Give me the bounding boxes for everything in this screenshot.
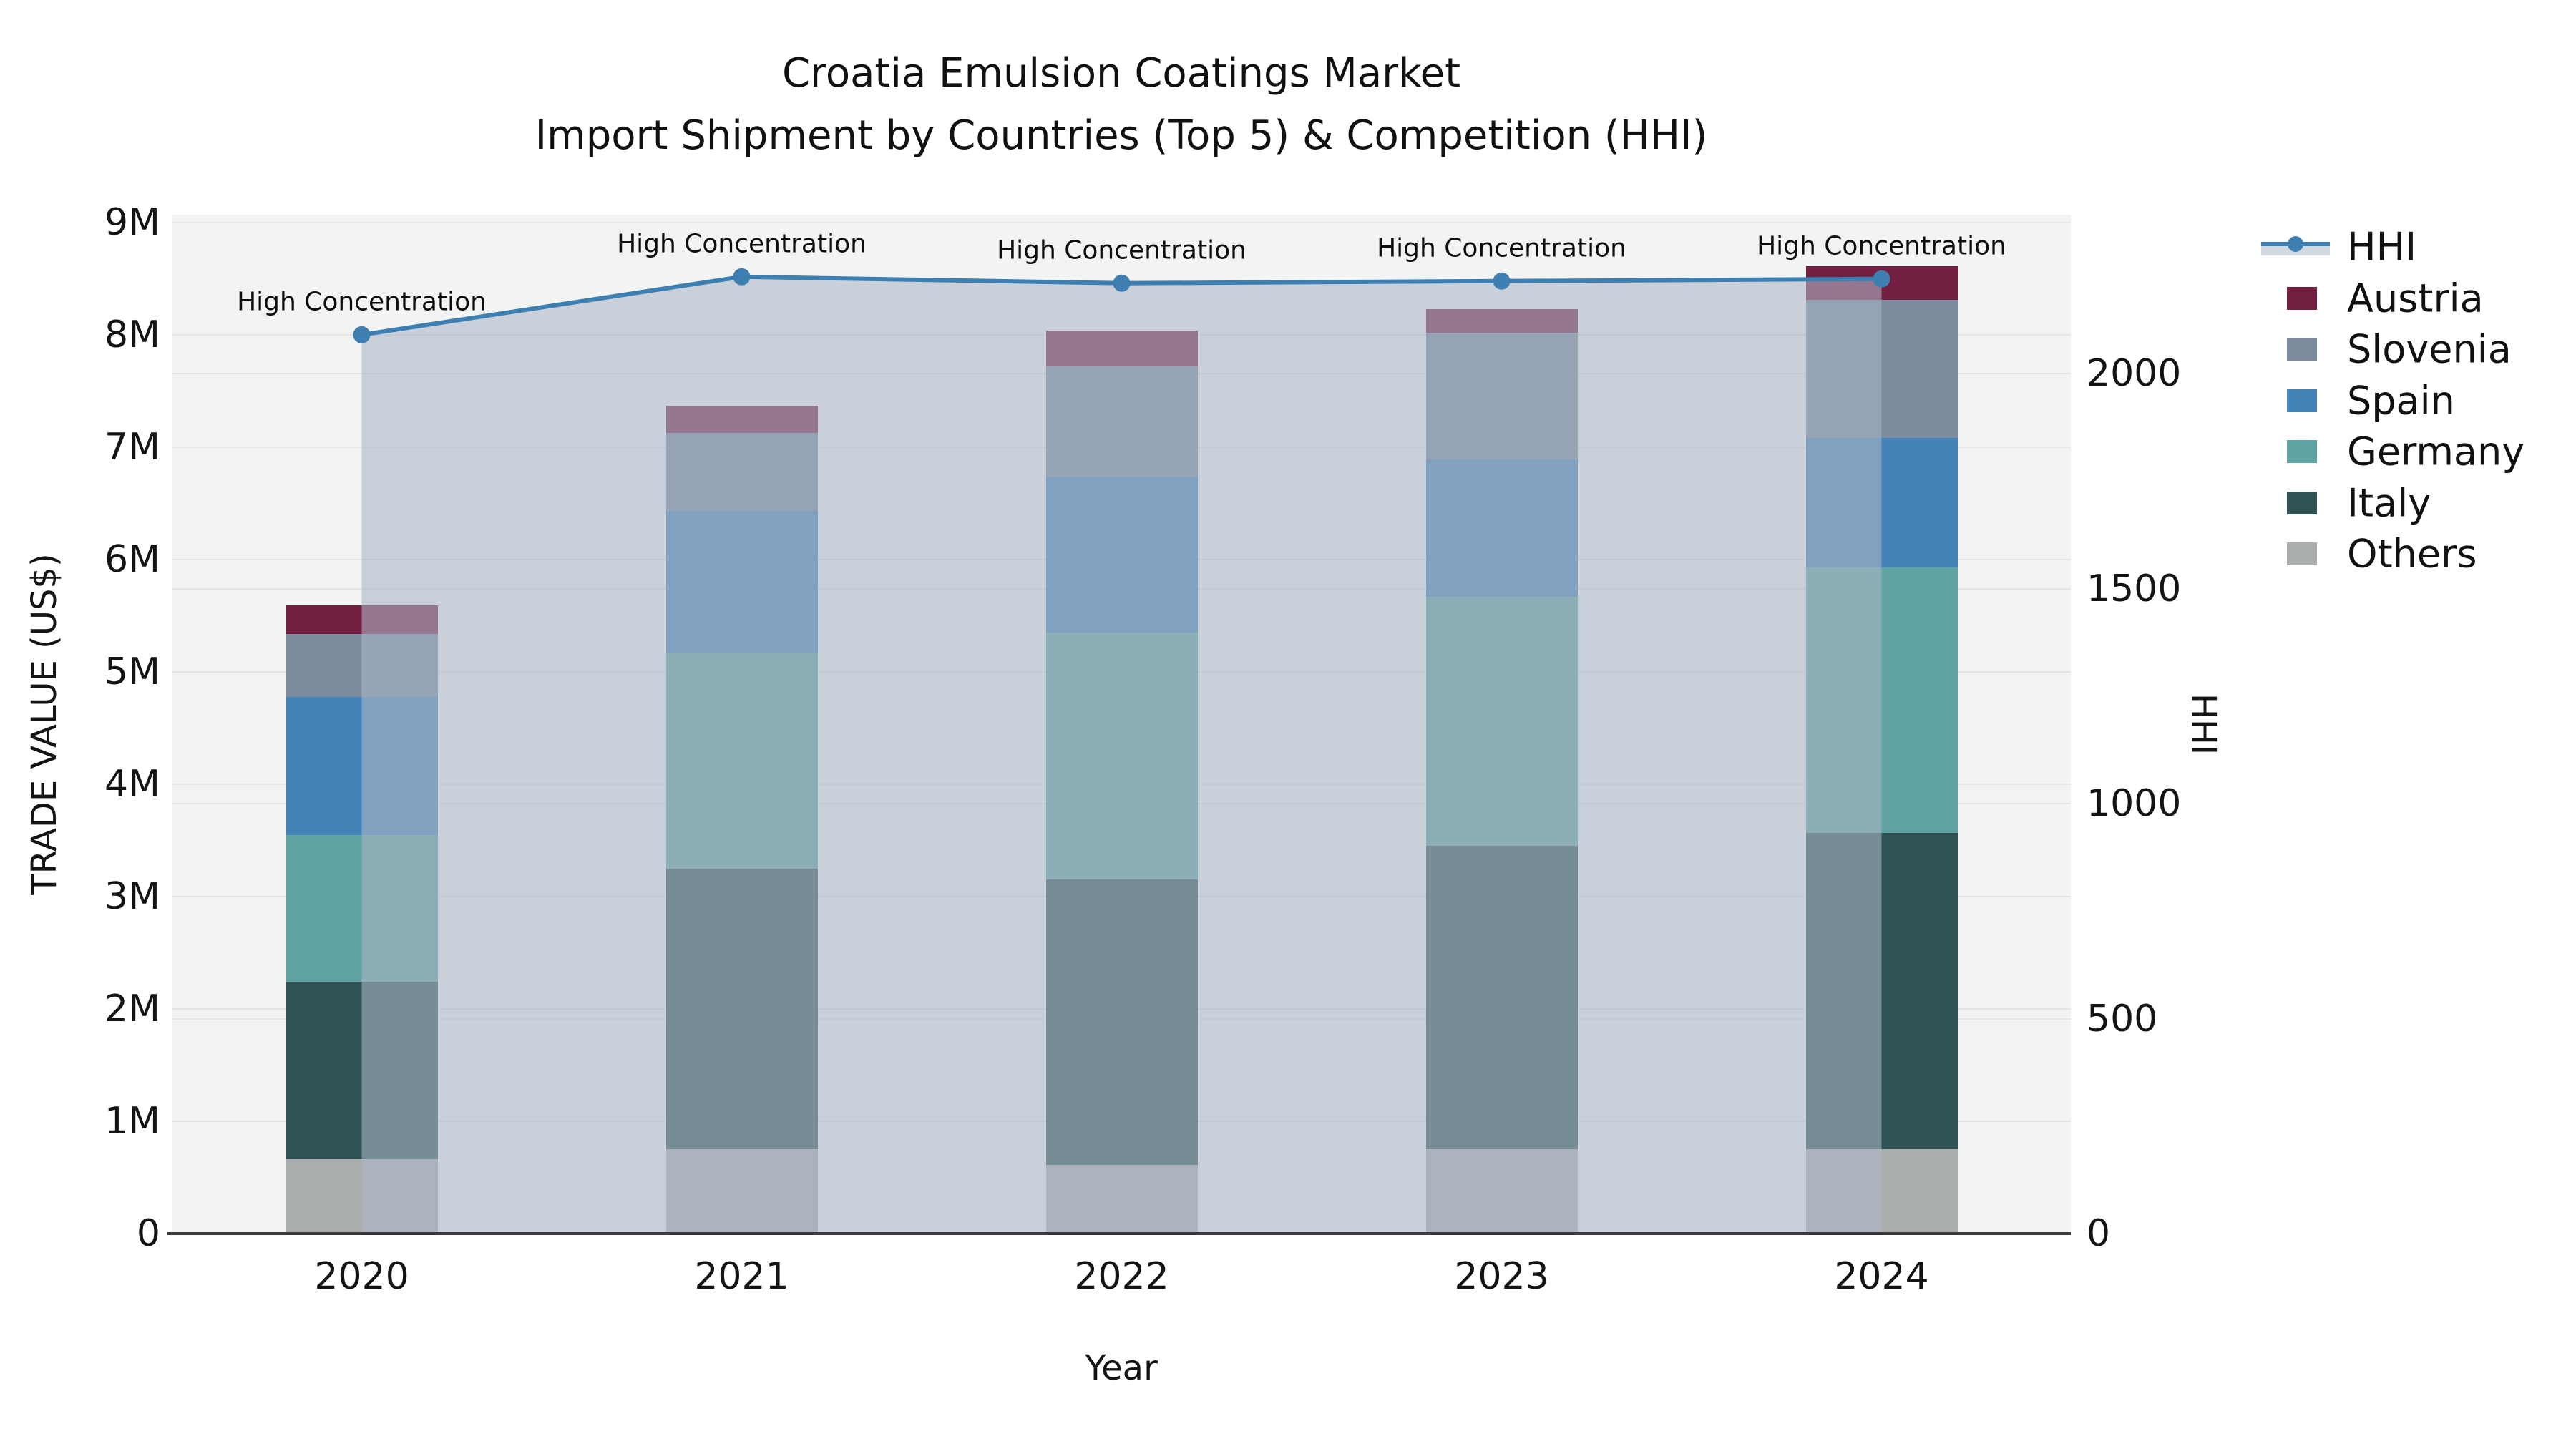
left-tick-6M: 6M (104, 538, 160, 581)
left-tick-2M: 2M (104, 987, 160, 1030)
legend-swatch-line-hhi (2261, 234, 2330, 260)
right-tick-0: 0 (2087, 1212, 2111, 1255)
left-tick-7M: 7M (104, 426, 160, 469)
hhi-marker-2021 (733, 268, 751, 286)
hhi-marker-2020 (353, 326, 371, 343)
right-tick-1000: 1000 (2087, 782, 2182, 825)
hhi-marker-2022 (1113, 274, 1131, 292)
legend-label-hhi: HHI (2347, 224, 2417, 270)
right-tick-1500: 1500 (2087, 567, 2182, 610)
annotation-high-concentration-2020: High Concentration (237, 287, 487, 317)
x-tick-2021: 2021 (694, 1255, 789, 1298)
legend-swatch-slovenia (2287, 338, 2317, 361)
legend-label-slovenia: Slovenia (2347, 326, 2512, 372)
x-axis-line (167, 1232, 2071, 1235)
hhi-overlay (353, 268, 1890, 1234)
annotation-high-concentration-2022: High Concentration (997, 235, 1246, 265)
left-tick-0: 0 (136, 1212, 160, 1255)
left-tick-3M: 3M (104, 875, 160, 918)
chart-title-line1: Croatia Emulsion Coatings Market (781, 50, 1461, 97)
legend-label-spain: Spain (2347, 378, 2455, 423)
chart-title: Croatia Emulsion Coatings Market Import … (172, 43, 2071, 167)
x-tick-2022: 2022 (1074, 1255, 1169, 1298)
legend-swatch-austria (2287, 286, 2317, 310)
annotation-high-concentration-2024: High Concentration (1757, 231, 2006, 261)
plot-area: High Concentration High Concentration High… (172, 215, 2071, 1234)
legend-swatch-italy (2287, 491, 2317, 514)
chart-title-line2: Import Shipment by Countries (Top 5) & C… (535, 112, 1708, 159)
hhi-legend-glyph (2261, 236, 2330, 255)
legend-label-italy: Italy (2347, 480, 2431, 525)
legend-label-others: Others (2347, 531, 2477, 577)
annotation-high-concentration-2021: High Concentration (617, 229, 867, 259)
left-tick-5M: 5M (104, 650, 160, 693)
legend-swatch-spain (2287, 389, 2317, 412)
x-tick-2023: 2023 (1454, 1255, 1549, 1298)
left-tick-8M: 8M (104, 313, 160, 356)
left-tick-1M: 1M (104, 1100, 160, 1143)
x-axis-title: Year (1085, 1348, 1158, 1388)
hhi-area-fill (361, 276, 1882, 1234)
gridline (172, 222, 2071, 223)
right-tick-2000: 2000 (2087, 352, 2182, 395)
legend-swatch-others (2287, 542, 2317, 565)
hhi-marker-2024 (1873, 270, 1890, 288)
hhi-marker-2023 (1493, 272, 1511, 290)
annotation-high-concentration-2023: High Concentration (1377, 233, 1626, 263)
left-axis-title: TRADE VALUE (US$) (24, 553, 64, 895)
legend-label-austria: Austria (2347, 275, 2484, 321)
x-tick-2020: 2020 (314, 1255, 409, 1298)
right-tick-500: 500 (2087, 997, 2158, 1040)
left-tick-9M: 9M (104, 201, 160, 244)
x-tick-2024: 2024 (1834, 1255, 1929, 1298)
right-axis-title: HHI (2183, 693, 2223, 756)
left-tick-4M: 4M (104, 763, 160, 806)
legend-swatch-germany (2287, 440, 2317, 463)
legend-label-germany: Germany (2347, 429, 2525, 474)
